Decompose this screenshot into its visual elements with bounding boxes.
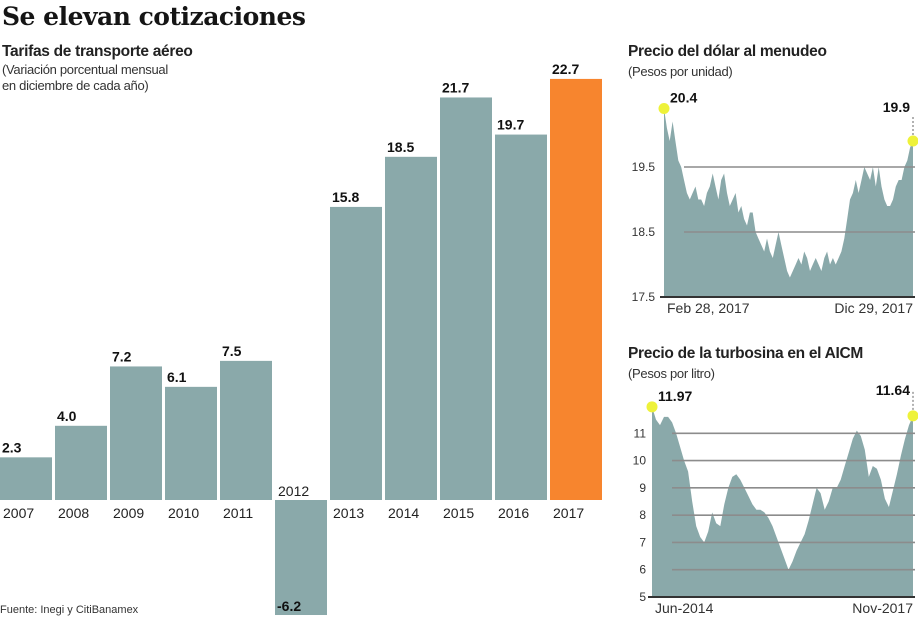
bar-chart-subtitle-line-1: (Variación porcentual mensual xyxy=(2,62,168,77)
y-tick-label: 5 xyxy=(639,590,646,604)
bar-2012 xyxy=(275,500,327,616)
bar-value-label: -6.2 xyxy=(277,598,301,614)
x-label-start: Feb 28, 2017 xyxy=(667,300,750,316)
bar-category-label: 2009 xyxy=(113,505,144,521)
end-marker xyxy=(907,135,918,147)
x-label-start: Jun-2014 xyxy=(655,600,714,616)
bar-category-label: 2008 xyxy=(58,505,89,521)
start-value-label: 20.4 xyxy=(670,90,697,106)
bar-value-label: 21.7 xyxy=(442,79,469,95)
bar-2008 xyxy=(55,425,107,500)
bar-category-label: 2013 xyxy=(333,505,364,521)
y-tick-label: 19.5 xyxy=(632,160,656,174)
bar-2016 xyxy=(495,134,547,500)
bar-2013 xyxy=(330,206,382,500)
area-series xyxy=(664,108,913,297)
bar-2009 xyxy=(110,366,162,500)
end-value-label: 19.9 xyxy=(883,99,910,115)
x-label-end: Nov-2017 xyxy=(852,600,913,616)
bar-value-label: 19.7 xyxy=(497,117,524,133)
jetfuel-chart-subtitle: (Pesos por litro) xyxy=(628,366,715,381)
bar-category-label: 2015 xyxy=(443,505,474,521)
bar-category-label: 2010 xyxy=(168,505,199,521)
bar-2007 xyxy=(0,457,52,500)
bar-2014 xyxy=(385,156,437,500)
bar-category-label: 2016 xyxy=(498,505,529,521)
dollar-chart-title: Precio del dólar al menudeo xyxy=(628,43,827,60)
y-tick-label: 8 xyxy=(639,508,646,522)
area-series xyxy=(652,406,913,597)
jetfuel-chart-title: Precio de la turbosina en el AICM xyxy=(628,345,863,362)
bar-value-label: 15.8 xyxy=(332,189,359,205)
bar-2017 xyxy=(550,78,602,500)
y-tick-label: 18.5 xyxy=(632,225,656,239)
bar-category-label: 2011 xyxy=(223,505,253,521)
y-tick-label: 10 xyxy=(633,454,647,468)
bar-value-label: 7.5 xyxy=(222,343,242,359)
start-marker xyxy=(658,103,670,114)
y-tick-label: 17.5 xyxy=(632,290,656,304)
page-title: Se elevan cotizaciones xyxy=(2,2,306,31)
bar-chart: 2.3 2007 4.0 2008 7.2 2009 6.1 2010 7.5 2011 2012 -… xyxy=(0,61,602,616)
start-marker xyxy=(646,401,658,413)
y-tick-label: 9 xyxy=(639,481,646,495)
jetfuel-chart: 5 6 7 8 9 10 11 Jun-2014 Nov-2017 11.97 11.64 xyxy=(633,382,918,616)
dollar-chart: 17.5 18.5 19.5 Feb 28, 2017 Dic 29, 2017 20.4… xyxy=(632,90,918,316)
bar-category-label: 2012 xyxy=(278,483,309,499)
source-note: Fuente: Inegi y CitiBanamex xyxy=(0,604,139,616)
end-marker xyxy=(907,410,918,422)
bar-value-label: 22.7 xyxy=(552,61,579,77)
bar-value-label: 2.3 xyxy=(2,439,22,455)
bar-2010 xyxy=(165,386,217,500)
bar-value-label: 4.0 xyxy=(57,408,77,424)
y-tick-label: 7 xyxy=(639,535,646,549)
y-tick-label: 6 xyxy=(639,563,646,577)
bar-category-label: 2014 xyxy=(388,505,419,521)
dollar-chart-subtitle: (Pesos por unidad) xyxy=(628,64,733,79)
end-value-label: 11.64 xyxy=(876,382,910,398)
bar-value-label: 6.1 xyxy=(167,369,187,385)
bar-2015 xyxy=(440,97,492,500)
bar-chart-subtitle: (Variación porcentual mensual en diciemb… xyxy=(2,62,168,94)
bar-chart-title: Tarifas de transporte aéreo xyxy=(2,43,193,60)
bar-2011 xyxy=(220,360,272,500)
bar-category-label: 2017 xyxy=(553,505,584,521)
bar-value-label: 18.5 xyxy=(387,139,414,155)
x-label-end: Dic 29, 2017 xyxy=(834,300,913,316)
bar-category-label: 2007 xyxy=(3,505,34,521)
bar-chart-subtitle-line-2: en diciembre de cada año) xyxy=(2,78,149,93)
start-value-label: 11.97 xyxy=(658,388,692,404)
y-tick-label: 11 xyxy=(634,426,647,440)
bar-value-label: 7.2 xyxy=(112,348,132,364)
